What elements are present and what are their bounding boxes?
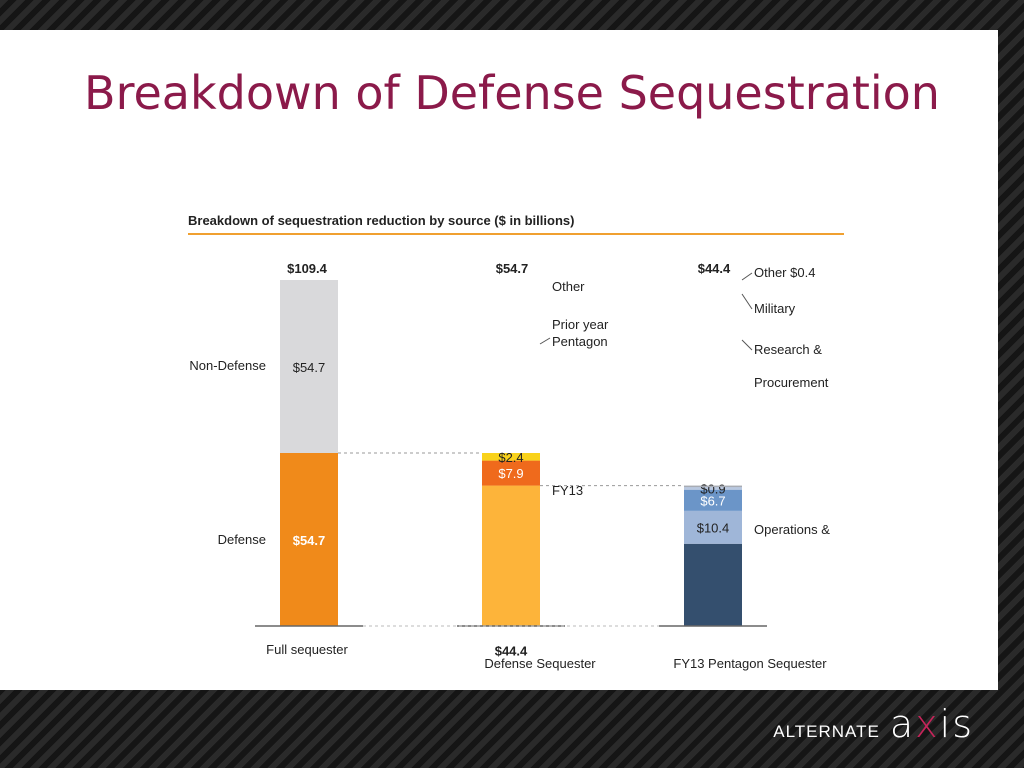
- bar-segment-2-2: [684, 489, 742, 511]
- slide-title: Breakdown of Defense Sequestration: [84, 66, 940, 120]
- leader-line-military: [741, 293, 753, 310]
- bar-value-label-2-2: $6.7: [700, 493, 725, 508]
- leader-line-prior-year: [539, 337, 551, 345]
- category-label-pentagon: FY13 Pentagon Sequester: [673, 656, 827, 671]
- bar-value-label-0-0: $54.7: [293, 533, 326, 548]
- bar-value-label-2-3: $0.9: [700, 481, 725, 496]
- logo-word: ALTERNATE: [773, 722, 880, 741]
- label-other-0-4: Other $0.4: [754, 265, 815, 280]
- bar-segment-0-1: [280, 280, 338, 453]
- chart: Breakdown of sequestration reduction by …: [188, 213, 844, 671]
- bar-segment-1-0: [482, 485, 540, 626]
- bar-segment-2-1: [684, 510, 742, 544]
- bar-value-label-2-1: $10.4: [697, 520, 730, 535]
- label-research: Research &: [754, 342, 822, 357]
- bar-value-label-1-0: $44.4: [495, 644, 528, 659]
- label-non-defense: Non-Defense: [189, 358, 266, 373]
- label-fy13: FY13: [552, 483, 583, 498]
- label-other: Other: [552, 279, 585, 294]
- leader-line-research: [741, 339, 753, 351]
- bar-segment-2-4: [684, 485, 742, 488]
- total-label-defense: $54.7: [496, 261, 529, 276]
- bar-value-label-2-0: $26.0: [697, 642, 730, 657]
- label-military: Military: [754, 301, 796, 316]
- logo-mark: axis: [890, 702, 974, 746]
- label-pentagon: Pentagon: [552, 334, 608, 349]
- bar-value-label-1-1: $7.9: [498, 466, 523, 481]
- bar-segment-1-2: [482, 453, 540, 461]
- chart-title: Breakdown of sequestration reduction by …: [188, 213, 574, 228]
- label-operations: Operations &: [754, 522, 830, 537]
- logo-mark-is: is: [939, 702, 974, 746]
- label-defense: Defense: [218, 532, 266, 547]
- total-label-full: $109.4: [287, 261, 328, 276]
- category-label-defense: Defense Sequester: [484, 656, 596, 671]
- logo-mark-x: x: [915, 702, 940, 746]
- bar-segment-1-1: [482, 460, 540, 486]
- bar-segment-0-0: [280, 453, 338, 626]
- logo-mark-a: a: [889, 702, 916, 746]
- bars-layer: $54.7 $54.7 $44.4 $7.9$2.4 $26.0 $10.4 $6.7$0.…: [255, 280, 767, 659]
- label-procurement: Procurement: [754, 375, 829, 390]
- bar-value-label-0-1: $54.7: [293, 360, 326, 375]
- category-label-full: Full sequester: [266, 642, 348, 657]
- bar-segment-2-0: [684, 543, 742, 626]
- total-label-pentagon: $44.4: [698, 261, 731, 276]
- label-prior-year: Prior year: [552, 317, 609, 332]
- alternate-axis-logo: ALTERNATE axis: [773, 702, 974, 746]
- bar-value-label-1-2: $2.4: [498, 450, 523, 465]
- connectors-layer: [338, 452, 684, 627]
- leader-line-other-0-4: [741, 272, 753, 281]
- bar-segment-2-3: [684, 486, 742, 490]
